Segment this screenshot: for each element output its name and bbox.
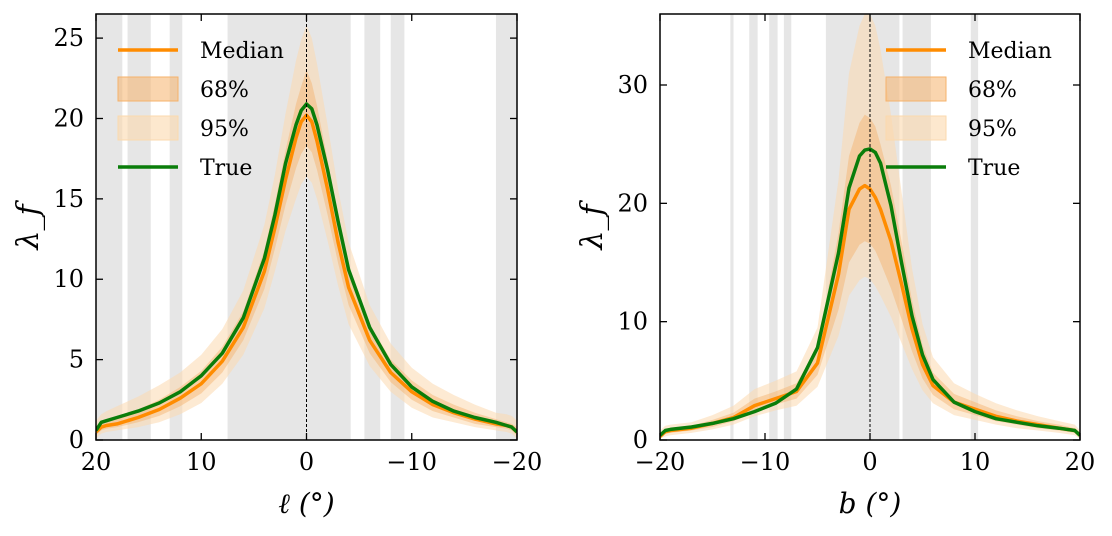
y-tick-label: 0	[633, 426, 648, 454]
x-tick-label: 0	[862, 448, 877, 476]
x-tick-label: −10	[740, 448, 791, 476]
y-tick-label: 15	[53, 185, 84, 213]
masked-region	[970, 14, 979, 440]
left-panel-l: 20 10 0 −10 −20 0 5 10 15 20 25 ℓ (°) λ_f Median 68% 95…	[11, 13, 543, 520]
y-axis-label: λ_f	[575, 200, 610, 251]
right-panel-b: −20 −10 0 10 20 0 10 20 30 b (°) λ_f Median 68% 95% Tr…	[575, 13, 1096, 520]
legend-swatch-95	[885, 115, 947, 141]
x-tick-label: 10	[960, 448, 991, 476]
legend-swatch-68	[117, 76, 179, 102]
legend-label: True	[200, 156, 252, 181]
legend: Median 68% 95% True	[885, 39, 1052, 181]
y-tick-label: 30	[617, 71, 648, 99]
legend-swatch-68	[885, 76, 947, 102]
legend-label: Median	[968, 39, 1052, 64]
x-tick-label: −20	[492, 448, 543, 476]
y-tick-label: 20	[53, 104, 84, 132]
y-tick-label: 5	[69, 346, 84, 374]
legend-label: 68%	[200, 78, 249, 103]
plot-area	[660, 14, 1080, 440]
y-tick-label: 25	[53, 24, 84, 52]
x-tick-label: 0	[299, 448, 314, 476]
x-axis-label: b (°)	[839, 487, 902, 520]
legend: Median 68% 95% True	[117, 39, 284, 181]
masked-region	[364, 14, 381, 440]
masked-region	[495, 14, 517, 440]
y-axis-label: λ_f	[11, 200, 46, 251]
x-axis-label: ℓ (°)	[278, 487, 334, 520]
masked-region	[730, 14, 734, 440]
legend-label: 95%	[968, 117, 1017, 142]
x-tick-label: 20	[1065, 448, 1096, 476]
masked-region	[783, 14, 792, 440]
masked-region	[749, 14, 758, 440]
y-tick-label: 10	[53, 265, 84, 293]
legend-label: 68%	[968, 78, 1017, 103]
y-tick-label: 20	[617, 189, 648, 217]
band-95	[96, 25, 517, 439]
y-tick-label: 10	[617, 308, 648, 336]
x-tick-label: 20	[81, 448, 112, 476]
x-tick-label: −10	[386, 448, 437, 476]
masked-region	[390, 14, 405, 440]
legend-swatch-95	[117, 115, 179, 141]
legend-label: 95%	[200, 117, 249, 142]
true-line	[660, 147, 1080, 437]
y-tick-label: 0	[69, 426, 84, 454]
legend-label: Median	[200, 39, 284, 64]
masked-region	[769, 14, 778, 440]
legend-label: True	[968, 156, 1020, 181]
band-68	[96, 70, 517, 436]
x-tick-label: 10	[186, 448, 217, 476]
x-tick-label: −20	[635, 448, 686, 476]
